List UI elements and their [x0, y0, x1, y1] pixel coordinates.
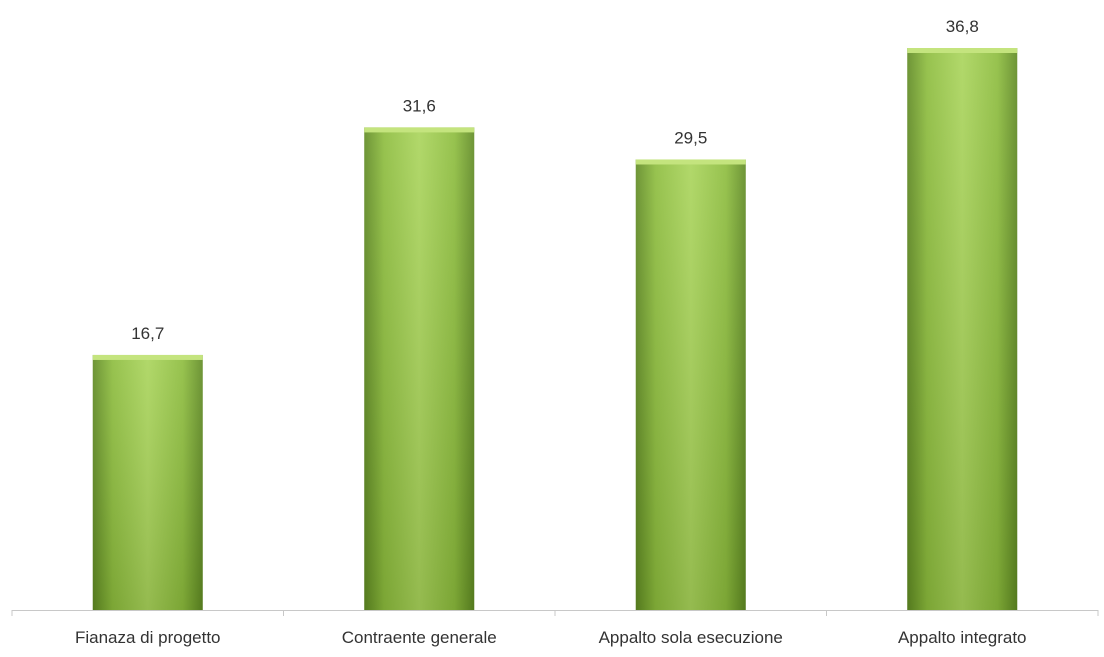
data-label: 31,6	[403, 96, 436, 115]
bar	[364, 127, 475, 611]
bar-shade	[92, 354, 203, 610]
bar	[907, 48, 1018, 610]
bar-top-highlight	[92, 354, 203, 360]
bar-top-highlight	[907, 48, 1018, 53]
data-label: 29,5	[674, 128, 707, 147]
x-tick-label: Fianaza di progetto	[75, 628, 221, 647]
x-axis	[11, 610, 1099, 616]
bar-top-highlight	[364, 127, 475, 133]
bar	[635, 159, 746, 610]
bars-layer	[92, 48, 1018, 611]
data-label: 36,8	[946, 17, 979, 36]
x-tick-labels: Fianaza di progetto Contraente generale Ap…	[75, 628, 1027, 647]
bar	[92, 354, 203, 610]
bar-shade	[635, 159, 746, 610]
bar-top-highlight	[635, 159, 746, 165]
data-labels: 16,7 31,6 29,5 36,8	[131, 17, 979, 343]
bar-shade	[907, 48, 1018, 610]
x-tick-label: Appalto sola esecuzione	[599, 628, 783, 647]
x-tick-label: Contraente generale	[342, 628, 497, 647]
x-tick-label: Appalto integrato	[898, 628, 1027, 647]
bar-shade	[364, 127, 475, 611]
data-label: 16,7	[131, 324, 164, 343]
